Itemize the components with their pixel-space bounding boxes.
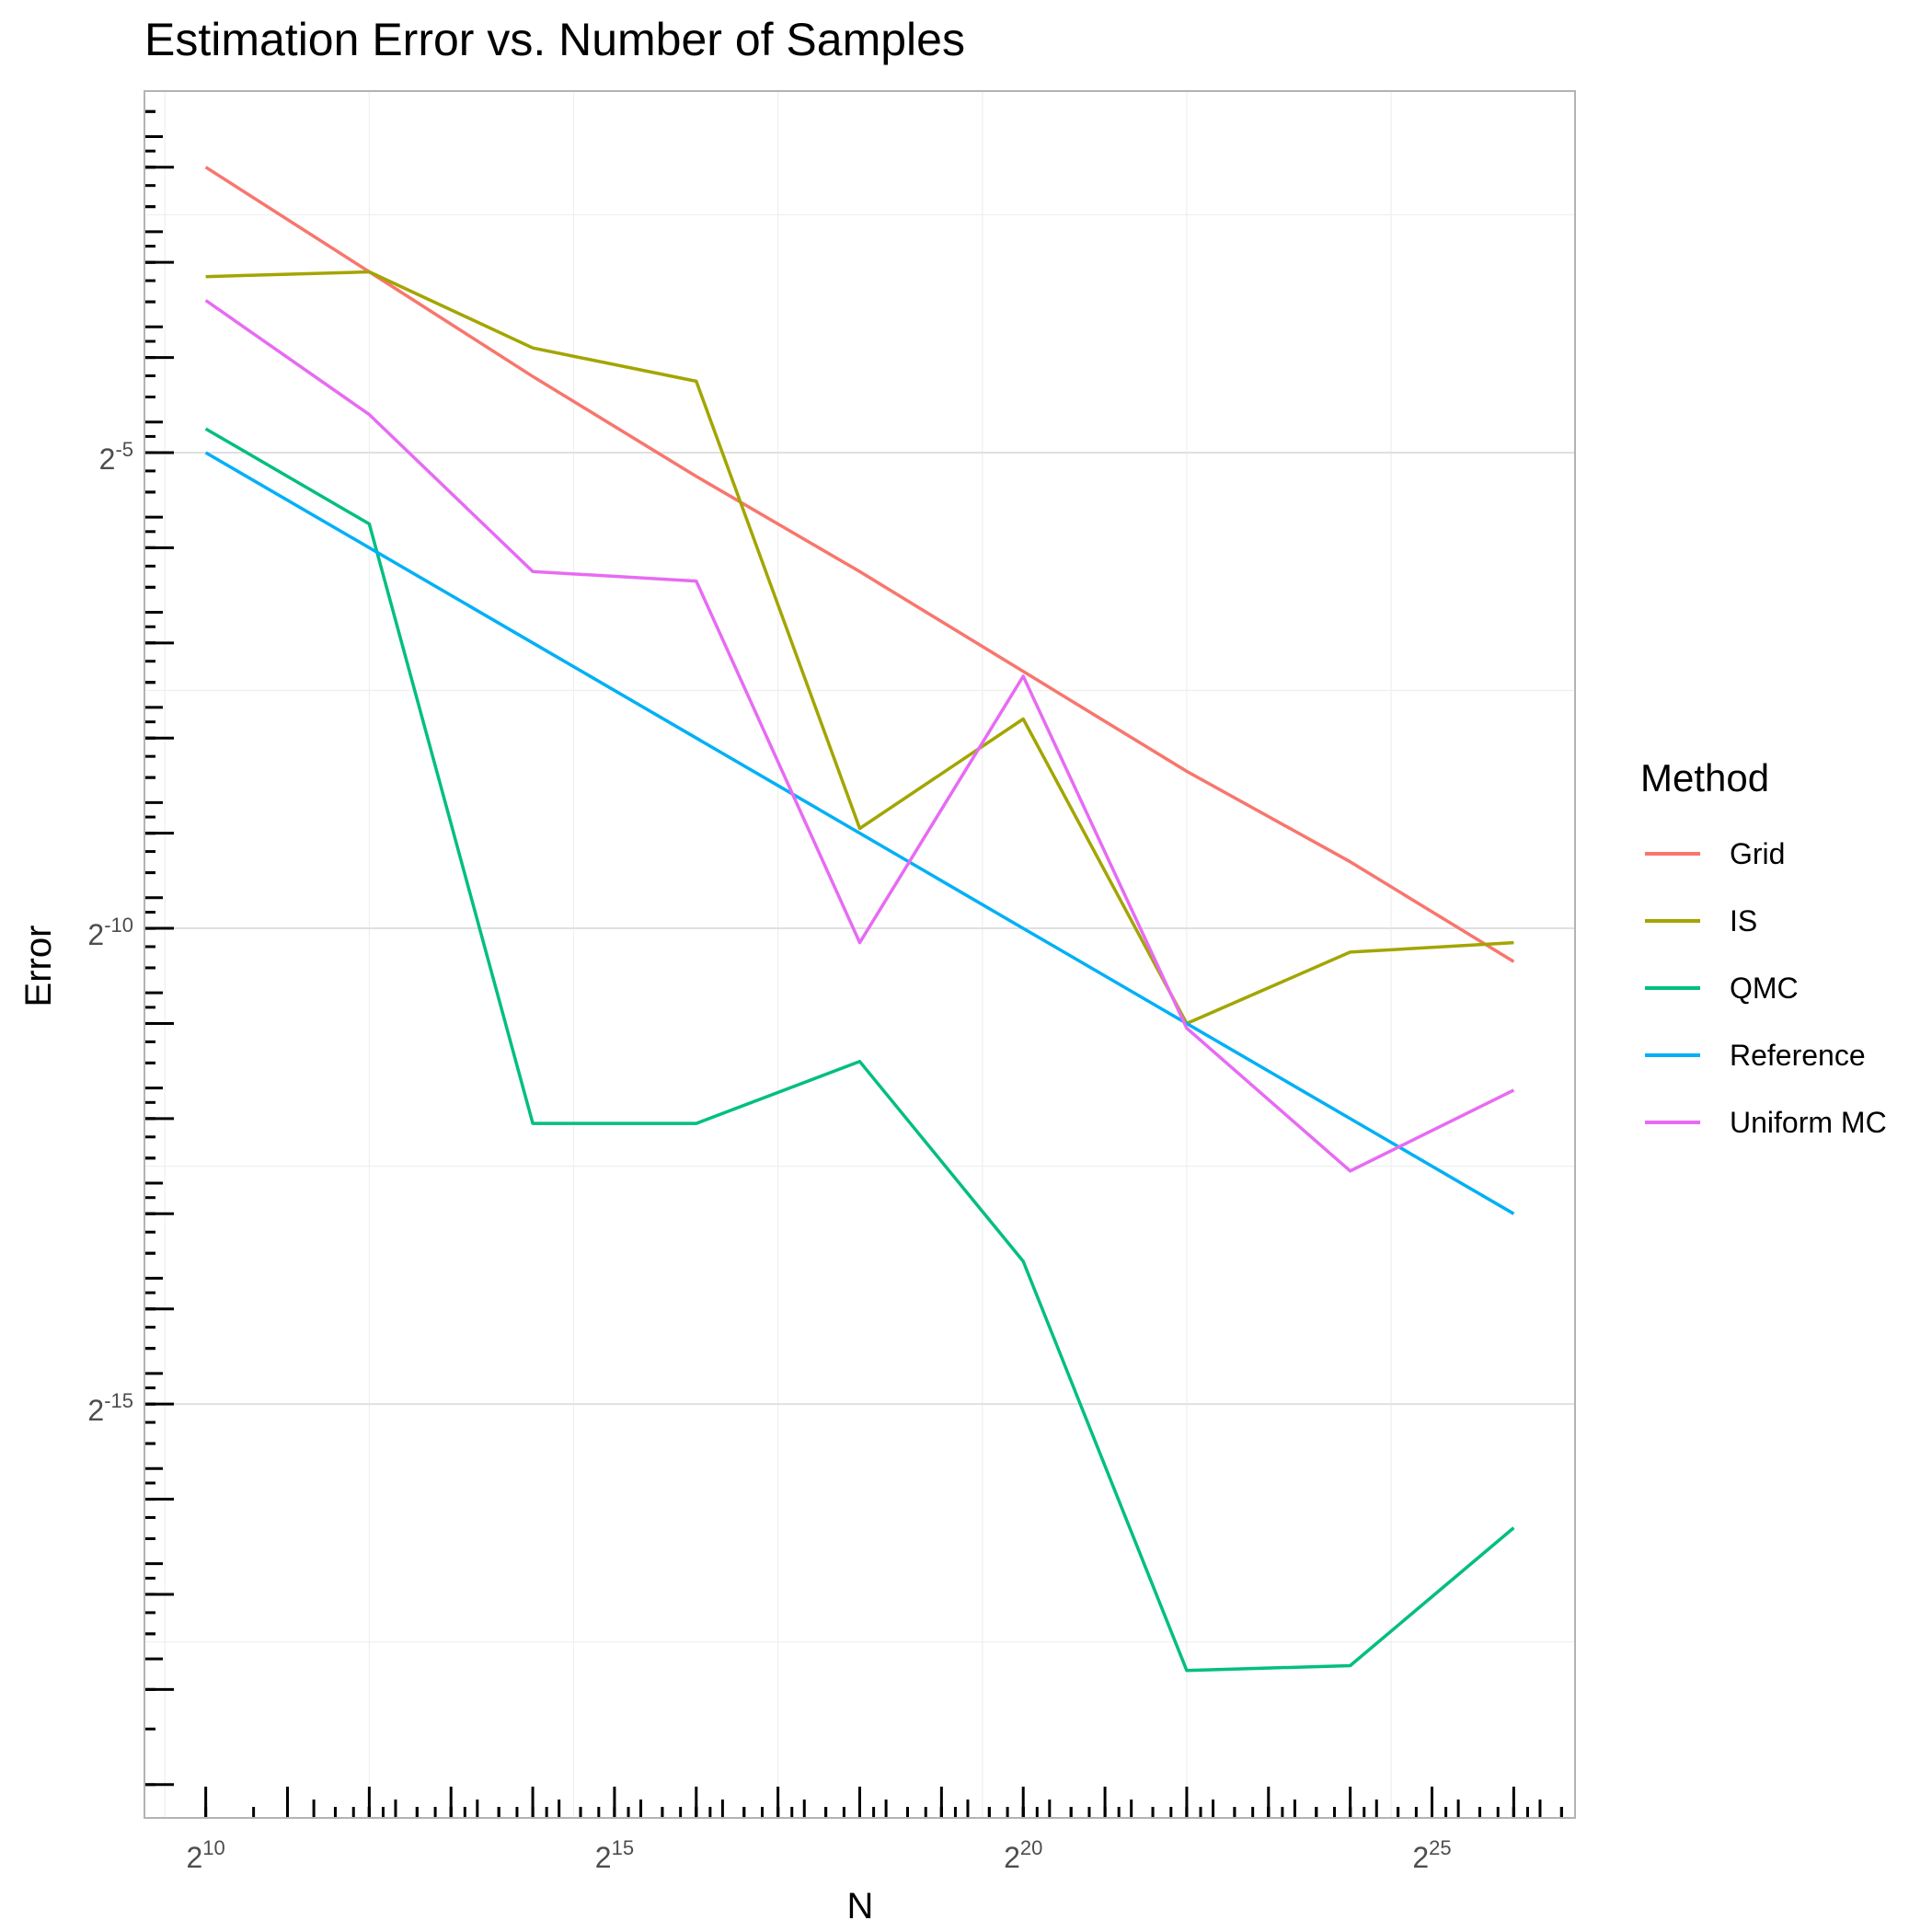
legend-label-reference: Reference (1730, 1039, 1866, 1072)
y-axis-title: Error (18, 926, 59, 1007)
legend-title: Method (1640, 756, 1769, 799)
series-lines (204, 166, 1515, 1673)
legend: Method Grid IS QMC Reference Uniform MC (1640, 756, 1887, 1139)
series-line-qmc (204, 427, 1515, 1673)
legend-label-is: IS (1730, 904, 1757, 937)
series-line-reference (204, 451, 1515, 1215)
x-tick-label: 225 (1412, 1836, 1451, 1874)
y-tick-label: 2-15 (87, 1389, 133, 1427)
y-axis-ticks: 2-5 2-10 2-15 (87, 438, 133, 1427)
series-line-is (205, 270, 1514, 1026)
series-line-grid (204, 166, 1515, 963)
rug-ticks (144, 109, 1563, 1818)
x-tick-label: 220 (1004, 1836, 1042, 1874)
legend-label-uniform-mc: Uniform MC (1730, 1106, 1887, 1139)
legend-label-qmc: QMC (1730, 972, 1799, 1005)
grid (144, 91, 1575, 1818)
x-axis-title: N (847, 1886, 874, 1926)
x-tick-label: 215 (595, 1836, 634, 1874)
x-tick-label: 210 (187, 1836, 225, 1874)
panel-border (144, 90, 1576, 1819)
y-tick-label: 2-10 (87, 914, 133, 951)
legend-label-grid: Grid (1730, 837, 1785, 870)
chart-title: Estimation Error vs. Number of Samples (144, 14, 965, 65)
y-tick-label: 2-5 (99, 438, 133, 476)
x-axis-ticks: 210 215 220 225 (187, 1836, 1452, 1874)
series-line-uniform-mc (204, 299, 1515, 1173)
